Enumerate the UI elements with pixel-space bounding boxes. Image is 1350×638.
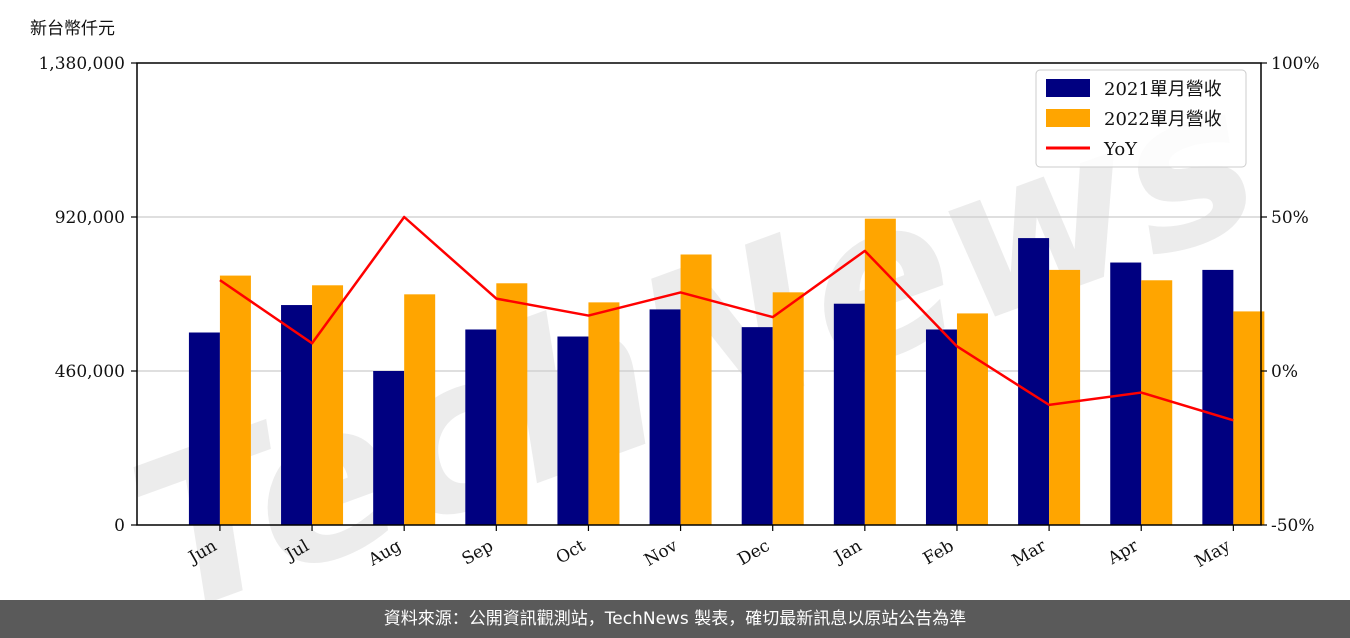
- bar-2021-nov: [649, 309, 681, 525]
- x-tick-label-mar: Mar: [1009, 536, 1051, 572]
- left-tick-label: 920,000: [55, 208, 125, 228]
- bar-2021-may: [1202, 269, 1234, 525]
- bar-2022-jan: [864, 218, 896, 525]
- bar-2022-may: [1233, 311, 1265, 525]
- legend-2022-label: 2022單月營收: [1104, 109, 1222, 130]
- x-tick-label-dec: Dec: [734, 536, 773, 570]
- plot-frame: [136, 62, 1262, 526]
- revenue-chart: TechNews 0460,000920,0001,380,000-50%0%5…: [38, 33, 1320, 600]
- y-axis-unit-label: 新台幣仟元: [30, 19, 115, 39]
- footer-source-note: 資料來源：公開資訊觀測站，TechNews 製表，確切最新訊息以原站公告為準: [0, 600, 1350, 638]
- bar-2022-mar: [1049, 269, 1081, 525]
- x-tick-label-jan: Jan: [829, 536, 865, 568]
- yoy-line-layer: [219, 215, 1234, 422]
- left-tick-label: 460,000: [55, 362, 125, 382]
- x-tick-label-nov: Nov: [641, 536, 681, 571]
- legend-2022-swatch: [1046, 109, 1090, 127]
- bar-2021-feb: [925, 329, 957, 525]
- bar-2021-oct: [557, 336, 589, 525]
- bar-2021-mar: [1018, 238, 1050, 525]
- right-tick-label: 50%: [1271, 208, 1309, 228]
- x-tick-label-apr: Apr: [1104, 536, 1143, 570]
- bar-2022-feb: [956, 313, 988, 525]
- left-tick-label: 1,380,000: [38, 54, 125, 74]
- bar-2022-oct: [588, 302, 620, 525]
- legend: 2021單月營收 2022單月營收 YoY: [1035, 69, 1247, 168]
- yoy-line: [219, 215, 1234, 422]
- x-tick-label-feb: Feb: [920, 536, 958, 569]
- legend-2021-swatch: [1046, 79, 1090, 97]
- x-tick-label-may: May: [1192, 536, 1235, 572]
- bar-2022-nov: [680, 254, 712, 525]
- bar-2021-dec: [741, 327, 773, 525]
- right-tick-label: 0%: [1271, 362, 1298, 382]
- left-tick-label: 0: [114, 516, 125, 536]
- legend-2021-label: 2021單月營收: [1104, 79, 1222, 100]
- bar-2022-apr: [1141, 280, 1173, 525]
- bar-2022-dec: [772, 292, 804, 525]
- bar-2022-jul: [312, 285, 344, 525]
- bar-2022-aug: [404, 294, 436, 525]
- right-tick-label: -50%: [1271, 516, 1315, 536]
- right-tick-label: 100%: [1271, 54, 1320, 74]
- legend-yoy-label: YoY: [1103, 139, 1138, 160]
- bar-2021-jul: [281, 305, 313, 525]
- bar-2022-jun: [219, 275, 251, 525]
- x-tick-label-oct: Oct: [553, 536, 589, 569]
- bar-2021-aug: [373, 371, 405, 525]
- bar-2021-jun: [188, 332, 220, 525]
- bar-2021-sep: [465, 329, 497, 525]
- bar-2022-sep: [496, 283, 528, 525]
- bars-layer: [188, 218, 1265, 525]
- bar-2021-jan: [833, 303, 865, 525]
